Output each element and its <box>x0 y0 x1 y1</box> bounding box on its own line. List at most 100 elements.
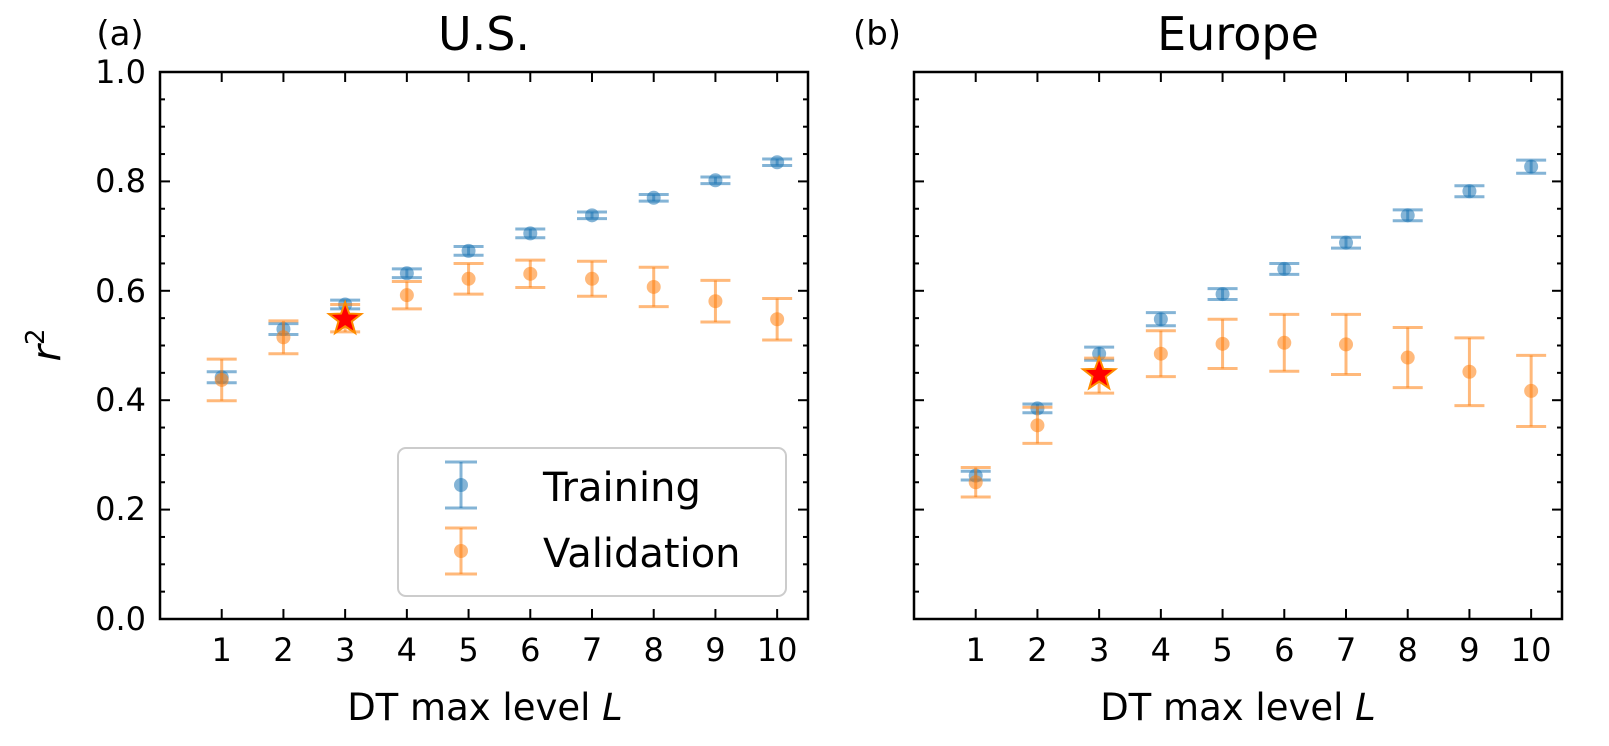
y-axis-label-sup: 2 <box>21 329 51 346</box>
x-tick-label: 9 <box>1459 631 1479 669</box>
panel-us: (a) U.S. DT max level L r2 0.0 0.2 0.4 0… <box>21 7 810 729</box>
x-tick-label: 6 <box>520 631 540 669</box>
y-tick-label: 0.0 <box>95 600 146 638</box>
data-errorbar <box>268 319 299 356</box>
data-errorbar <box>1022 405 1053 445</box>
x-axis-label-a-text: DT max level <box>347 686 590 729</box>
x-tick-label: 2 <box>273 631 293 669</box>
axes-frame-us <box>158 70 810 621</box>
data-point <box>1277 261 1292 276</box>
x-tick-label: 7 <box>582 631 602 669</box>
data-point <box>1153 312 1168 327</box>
data-point <box>1339 337 1353 352</box>
x-tick-label: 8 <box>1398 631 1418 669</box>
x-axis-label-a: DT max level L <box>347 686 623 729</box>
data-errorbar <box>515 258 546 290</box>
data-errorbar <box>1269 312 1300 373</box>
data-point <box>770 155 785 170</box>
y-axis-label-var: r <box>24 343 70 362</box>
data-errorbar <box>1331 235 1361 250</box>
data-errorbar <box>1145 329 1176 379</box>
data-point <box>461 271 476 286</box>
data-point <box>214 372 229 387</box>
data-errorbar <box>1454 336 1485 408</box>
x-tick-label: 10 <box>1511 631 1552 669</box>
panel-label-b: (b) <box>853 14 901 54</box>
data-errorbar <box>391 266 422 281</box>
data-point <box>1400 350 1415 365</box>
highlight-star <box>326 299 365 336</box>
y-tick-label: 0.6 <box>95 272 146 310</box>
data-errorbar <box>577 259 607 298</box>
x-axis-label-b-text: DT max level <box>1100 686 1343 729</box>
data-errorbar <box>1392 325 1423 390</box>
data-errorbar <box>453 243 484 258</box>
x-axis-label-b: DT max level L <box>1100 686 1376 729</box>
data-errorbar <box>515 226 546 241</box>
legend-label-training: Training <box>542 465 701 511</box>
data-point <box>461 243 476 258</box>
data-point <box>1524 383 1539 398</box>
data-errorbar <box>1516 353 1547 428</box>
x-tick-label: 4 <box>397 631 417 669</box>
plot-area-europe: 1 2 3 4 5 6 7 8 9 10 <box>914 71 1562 669</box>
data-point <box>276 330 291 345</box>
panel-title-europe: Europe <box>1157 7 1319 61</box>
data-errorbar <box>1392 208 1423 223</box>
x-tick-label: 1 <box>212 631 232 669</box>
data-point <box>1339 235 1353 250</box>
data-errorbar <box>960 465 991 499</box>
series-training-us <box>206 155 793 385</box>
legend: Training Validation <box>397 447 787 597</box>
y-tick-label: 0.8 <box>95 162 146 200</box>
data-point <box>399 266 414 281</box>
data-point <box>770 312 785 327</box>
data-point <box>1153 346 1168 361</box>
x-tick-label: 3 <box>1089 631 1109 669</box>
x-tick-label: 4 <box>1151 631 1171 669</box>
plot-area-us: 1 2 3 4 5 6 7 8 9 10 <box>160 71 808 669</box>
y-tick-label: 0.2 <box>95 490 146 528</box>
legend-label-validation: Validation <box>543 531 741 577</box>
x-tick-label: 8 <box>644 631 664 669</box>
highlight-star <box>1080 354 1119 391</box>
x-tick-label: 9 <box>705 631 725 669</box>
data-errorbar <box>638 190 669 205</box>
data-errorbar <box>206 357 237 403</box>
data-point <box>1277 335 1292 350</box>
series-validation-europe <box>960 312 1547 499</box>
x-tick-label: 6 <box>1274 631 1294 669</box>
legend-marker-validation <box>445 526 477 576</box>
data-point <box>523 226 538 241</box>
data-errorbar <box>577 208 607 223</box>
legend-training-errorbar <box>445 460 477 510</box>
x-tick-label: 1 <box>966 631 986 669</box>
series-validation-us <box>206 258 793 403</box>
x-tick-label: 5 <box>1212 631 1232 669</box>
panel-europe: (b) Europe DT max level L 1 2 3 4 5 6 7 8 9 10 <box>853 7 1564 729</box>
data-errorbar <box>453 261 484 296</box>
data-point <box>1400 208 1415 223</box>
data-point <box>1524 159 1539 174</box>
data-point <box>968 475 983 490</box>
data-errorbar <box>1331 312 1361 376</box>
data-point <box>523 266 538 281</box>
data-errorbar <box>762 296 793 342</box>
y-tick-labels: 0.0 0.2 0.4 0.6 0.8 1.0 <box>95 53 146 638</box>
x-tick-label: 2 <box>1027 631 1047 669</box>
data-errorbar <box>1269 261 1300 276</box>
data-point <box>646 190 661 205</box>
axes-frame-europe <box>912 70 1564 621</box>
x-tick-label: 5 <box>458 631 478 669</box>
legend-training-point <box>454 478 468 492</box>
data-point <box>708 294 723 309</box>
x-tick-label: 3 <box>335 631 355 669</box>
x-tick-label: 7 <box>1336 631 1356 669</box>
data-errorbar <box>700 173 731 188</box>
data-errorbar <box>1207 317 1238 370</box>
legend-marker-training <box>445 460 477 510</box>
legend-validation-point <box>454 544 468 558</box>
panel-title-us: U.S. <box>438 7 530 61</box>
